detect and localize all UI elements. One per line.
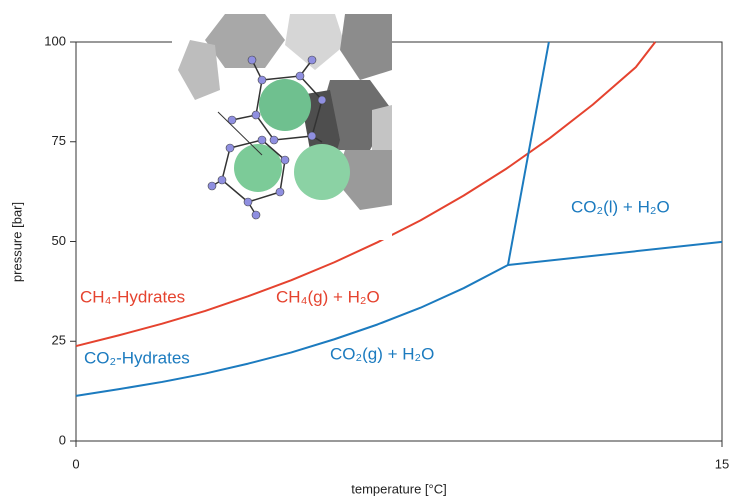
region-label: CO₂(l) + H₂O	[571, 197, 670, 216]
region-label: CH₄-Hydrates	[80, 287, 185, 306]
region-label: CH₄(g) + H₂O	[276, 287, 380, 306]
y-tick-label: 0	[59, 432, 66, 447]
phase-boundary	[506, 41, 550, 266]
y-tick-label: 100	[44, 33, 66, 48]
x-tick-label: 0	[72, 456, 79, 471]
y-tick-label: 25	[52, 333, 66, 348]
phase-boundary	[75, 41, 657, 348]
region-label: CO₂-Hydrates	[84, 348, 190, 367]
y-tick-label: 50	[52, 233, 66, 248]
x-axis-label: temperature [°C]	[351, 481, 447, 496]
y-tick-label: 75	[52, 133, 66, 148]
phase-boundary	[75, 264, 509, 397]
x-tick-label: 15	[715, 456, 729, 471]
region-label: CO₂(g) + H₂O	[330, 344, 434, 363]
inset-image	[172, 10, 392, 240]
y-axis-label: pressure [bar]	[9, 202, 24, 282]
phase-boundary	[507, 240, 723, 267]
